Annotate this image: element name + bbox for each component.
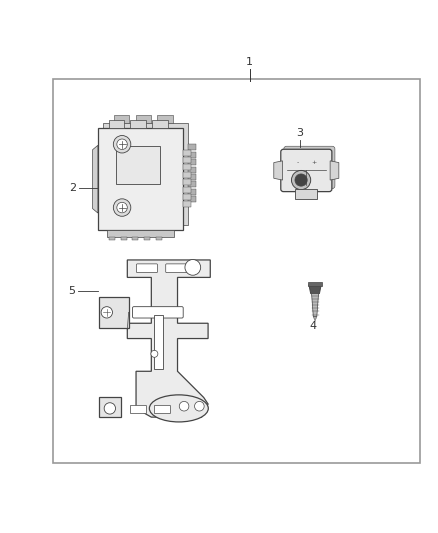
Circle shape: [295, 174, 307, 186]
Bar: [295, 189, 317, 199]
Bar: [117, 147, 160, 183]
Text: 5: 5: [68, 286, 75, 295]
Circle shape: [194, 401, 204, 411]
Circle shape: [113, 199, 131, 216]
FancyBboxPatch shape: [166, 264, 187, 272]
Bar: [188, 159, 196, 165]
Bar: [99, 297, 129, 328]
Circle shape: [117, 139, 127, 149]
Polygon shape: [127, 260, 210, 417]
Bar: [183, 164, 191, 171]
Bar: [136, 115, 151, 123]
Bar: [114, 115, 130, 123]
Bar: [53, 79, 420, 463]
Polygon shape: [311, 294, 318, 317]
Polygon shape: [313, 317, 317, 321]
FancyBboxPatch shape: [154, 405, 170, 414]
Bar: [109, 237, 115, 240]
Bar: [308, 282, 322, 286]
Text: 1: 1: [246, 56, 253, 67]
Bar: [188, 152, 196, 158]
FancyBboxPatch shape: [137, 264, 157, 272]
FancyBboxPatch shape: [153, 314, 163, 369]
Bar: [106, 230, 174, 237]
Text: 3: 3: [296, 128, 303, 138]
Ellipse shape: [149, 395, 208, 422]
Polygon shape: [330, 161, 339, 180]
Circle shape: [185, 260, 201, 275]
Text: -: -: [297, 160, 299, 165]
Bar: [188, 174, 196, 180]
Circle shape: [113, 135, 131, 153]
Bar: [188, 144, 196, 150]
Text: +: +: [311, 160, 317, 165]
Circle shape: [291, 171, 311, 190]
Bar: [120, 237, 127, 240]
Bar: [183, 179, 191, 185]
Bar: [183, 194, 191, 200]
Bar: [103, 123, 188, 225]
FancyBboxPatch shape: [281, 149, 332, 192]
FancyBboxPatch shape: [133, 306, 183, 318]
Bar: [183, 157, 191, 163]
Bar: [188, 181, 196, 187]
Bar: [132, 237, 138, 240]
Bar: [99, 398, 121, 417]
Polygon shape: [309, 285, 321, 294]
Polygon shape: [274, 161, 283, 180]
Circle shape: [101, 306, 113, 318]
Bar: [183, 150, 191, 156]
Text: 4: 4: [309, 321, 316, 331]
Bar: [188, 196, 196, 202]
Circle shape: [104, 403, 116, 414]
Bar: [152, 120, 168, 128]
Bar: [157, 115, 173, 123]
Circle shape: [117, 203, 127, 213]
Bar: [156, 237, 162, 240]
Circle shape: [151, 350, 158, 357]
FancyBboxPatch shape: [284, 146, 335, 189]
Bar: [188, 189, 196, 195]
Polygon shape: [92, 146, 98, 213]
Bar: [183, 187, 191, 192]
Bar: [98, 128, 183, 230]
Bar: [188, 166, 196, 173]
FancyBboxPatch shape: [131, 405, 147, 414]
Bar: [144, 237, 150, 240]
Text: 2: 2: [69, 183, 76, 193]
Bar: [183, 172, 191, 178]
Bar: [183, 201, 191, 207]
Circle shape: [179, 401, 189, 411]
Bar: [131, 120, 146, 128]
Bar: [109, 120, 124, 128]
